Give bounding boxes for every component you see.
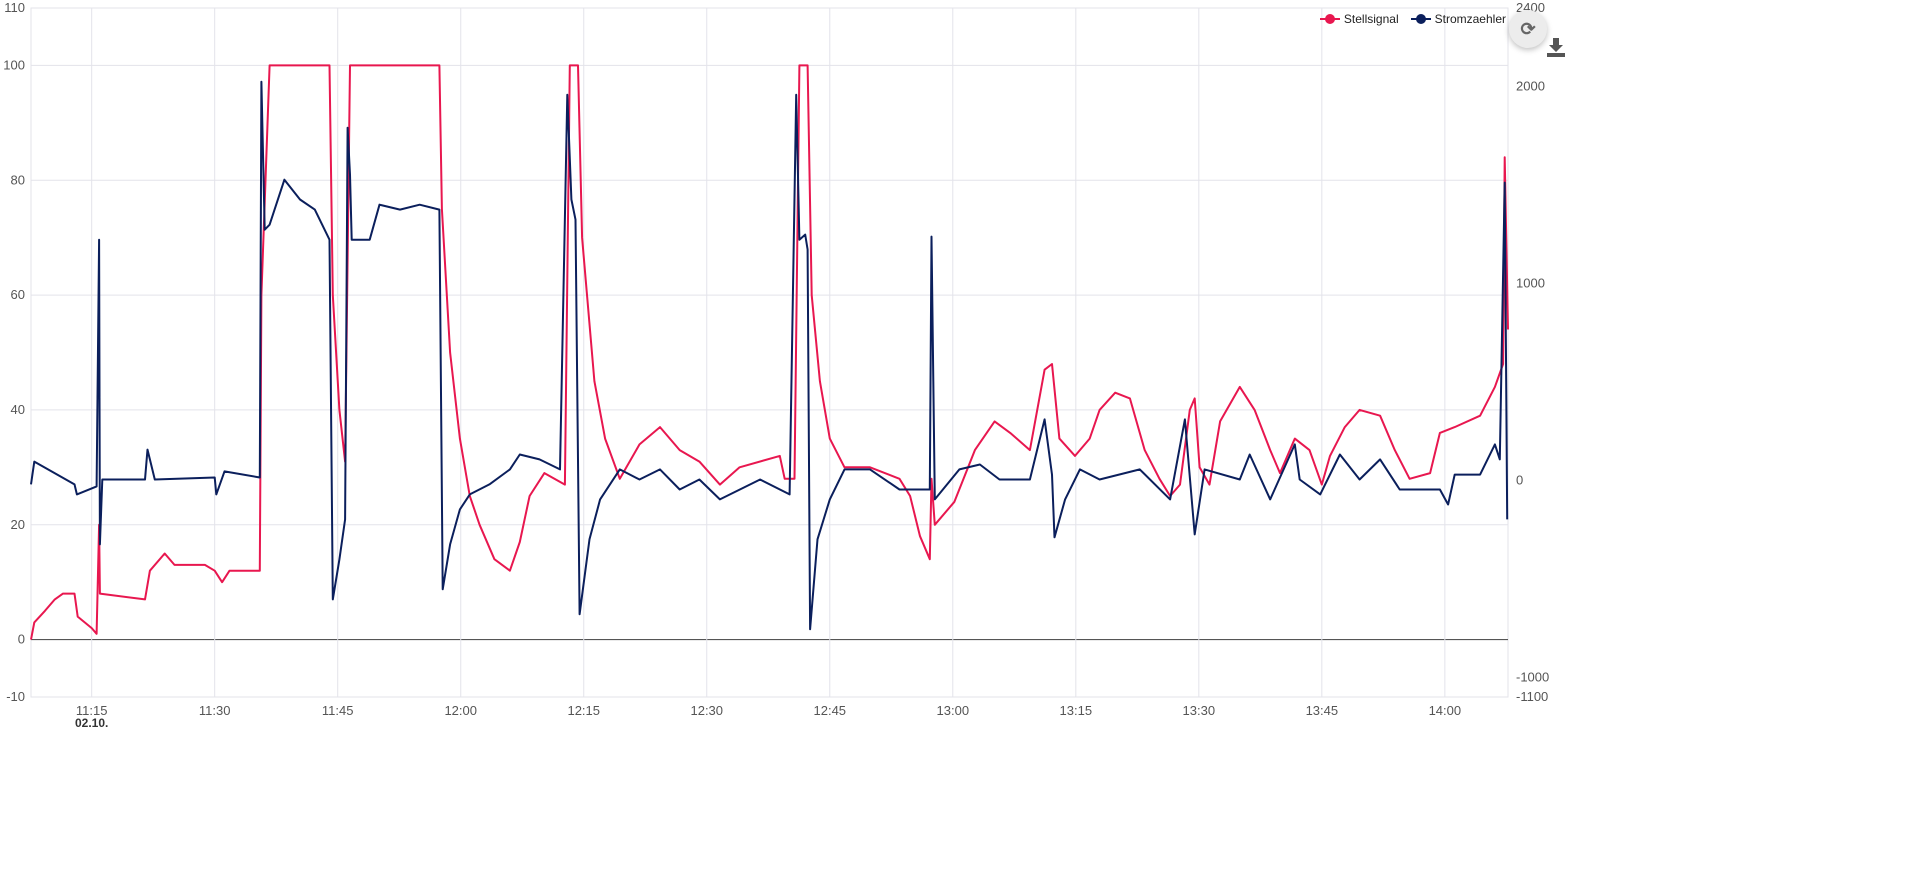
legend-marker-icon [1319, 14, 1340, 24]
y-left-tick-label: 80 [11, 172, 25, 187]
x-tick-label: 12:45 [814, 703, 847, 718]
axis-ticks: -10020406080100110-1100-1000010002000240… [3, 0, 1549, 730]
legend-label: Stellsignal [1343, 12, 1399, 26]
legend-label: Stromzaehler [1434, 12, 1506, 26]
x-tick-label: 12:15 [567, 703, 600, 718]
y-right-tick-label: -1100 [1516, 689, 1548, 704]
refresh-button[interactable]: ⟳ [1509, 10, 1547, 48]
grid [30, 7, 1509, 698]
refresh-icon: ⟳ [1520, 18, 1536, 39]
y-right-tick-label: 1000 [1516, 276, 1545, 291]
legend: Stellsignal Stromzaehler [1319, 12, 1506, 26]
y-left-tick-label: -10 [6, 689, 25, 704]
legend-marker-icon [1410, 14, 1431, 24]
plot-border [30, 7, 1509, 698]
x-tick-label: 13:15 [1060, 703, 1093, 718]
legend-item-stromzaehler[interactable]: Stromzaehler [1410, 12, 1506, 26]
x-tick-label: 13:00 [937, 703, 970, 718]
x-tick-label: 11:45 [322, 703, 354, 718]
x-tick-label: 11:15 [76, 703, 108, 718]
x-date-label: 02.10. [75, 716, 108, 730]
y-left-tick-label: 60 [11, 287, 25, 302]
x-tick-label: 12:30 [690, 703, 723, 718]
y-right-tick-label: 2000 [1516, 79, 1545, 94]
y-left-tick-label: 100 [3, 57, 25, 72]
x-tick-label: 13:45 [1306, 703, 1339, 718]
download-icon[interactable] [1546, 36, 1566, 58]
y-left-tick-label: 40 [11, 402, 25, 417]
x-tick-label: 14:00 [1429, 703, 1462, 718]
y-left-tick-label: 20 [11, 517, 25, 532]
y-left-tick-label: 110 [4, 0, 25, 15]
series-line-stellsignal [30, 64, 1509, 640]
series-lines [30, 64, 1509, 640]
series-line-stromzaehler [30, 80, 1509, 631]
x-tick-label: 12:00 [444, 703, 477, 718]
y-right-tick-label: 0 [1516, 472, 1523, 487]
legend-item-stellsignal[interactable]: Stellsignal [1319, 12, 1399, 26]
x-tick-label: 13:30 [1183, 703, 1216, 718]
y-right-tick-label: -1000 [1516, 669, 1549, 684]
y-left-tick-label: 0 [18, 632, 25, 647]
x-tick-label: 11:30 [199, 703, 231, 718]
